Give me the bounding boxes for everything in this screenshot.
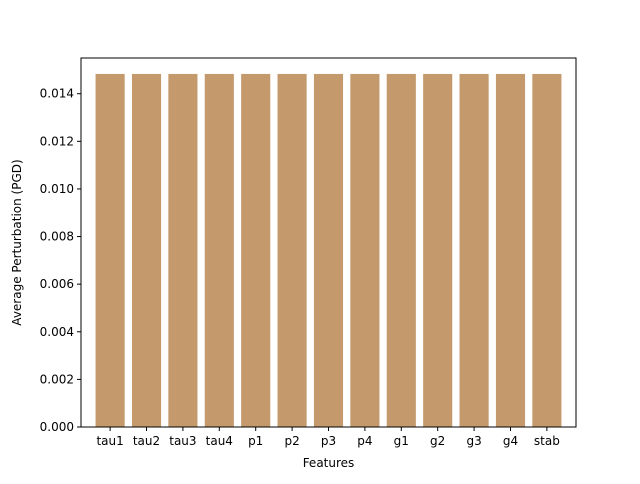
y-tick-label: 0.002 <box>40 372 74 386</box>
bar-g1 <box>386 73 416 427</box>
y-tick-label: 0.014 <box>40 87 74 101</box>
y-tick-label: 0.006 <box>40 277 74 291</box>
x-tick-label: p3 <box>321 434 336 448</box>
x-tick-label: tau4 <box>206 434 233 448</box>
y-tick-label: 0.010 <box>40 182 74 196</box>
y-tick-label: 0.004 <box>40 325 74 339</box>
y-tick-label: 0.000 <box>40 420 74 434</box>
y-axis-label: Average Perturbation (PGD) <box>10 159 24 325</box>
bar-tau4 <box>204 73 234 427</box>
x-tick-label: tau2 <box>133 434 160 448</box>
x-tick-label: stab <box>534 434 560 448</box>
bar-g4 <box>495 73 526 427</box>
y-tick-label: 0.008 <box>40 230 74 244</box>
x-tick-label: p4 <box>357 434 372 448</box>
bar-p2 <box>277 73 307 427</box>
bar-p1 <box>241 73 271 427</box>
x-tick-label: g1 <box>394 434 409 448</box>
bar-tau1 <box>95 73 125 427</box>
x-axis-label: Features <box>303 456 355 470</box>
bar-p3 <box>313 73 344 427</box>
x-tick-label: g4 <box>503 434 518 448</box>
bar-tau2 <box>131 73 162 427</box>
y-tick-label: 0.012 <box>40 134 74 148</box>
bar-p4 <box>350 73 380 427</box>
bar-tau3 <box>168 73 198 427</box>
bar-stab <box>532 73 562 427</box>
x-tick-label: tau3 <box>169 434 196 448</box>
x-tick-label: p2 <box>284 434 299 448</box>
x-axis-ticks: tau1 tau2 tau3 tau4 p1 p2 p3 p4 g1 g2 g3 g4 stab <box>96 427 560 448</box>
bars-layer <box>95 73 562 427</box>
x-tick-label: g2 <box>430 434 445 448</box>
plot-area-frame <box>80 57 577 428</box>
y-axis-ticks: 0.000 0.002 0.004 0.006 0.008 0.010 0.012 0.014 <box>40 87 81 434</box>
bar-g3 <box>459 73 489 427</box>
bar-g2 <box>423 73 453 427</box>
x-tick-label: p1 <box>248 434 263 448</box>
x-tick-label: tau1 <box>96 434 123 448</box>
x-tick-label: g3 <box>466 434 481 448</box>
